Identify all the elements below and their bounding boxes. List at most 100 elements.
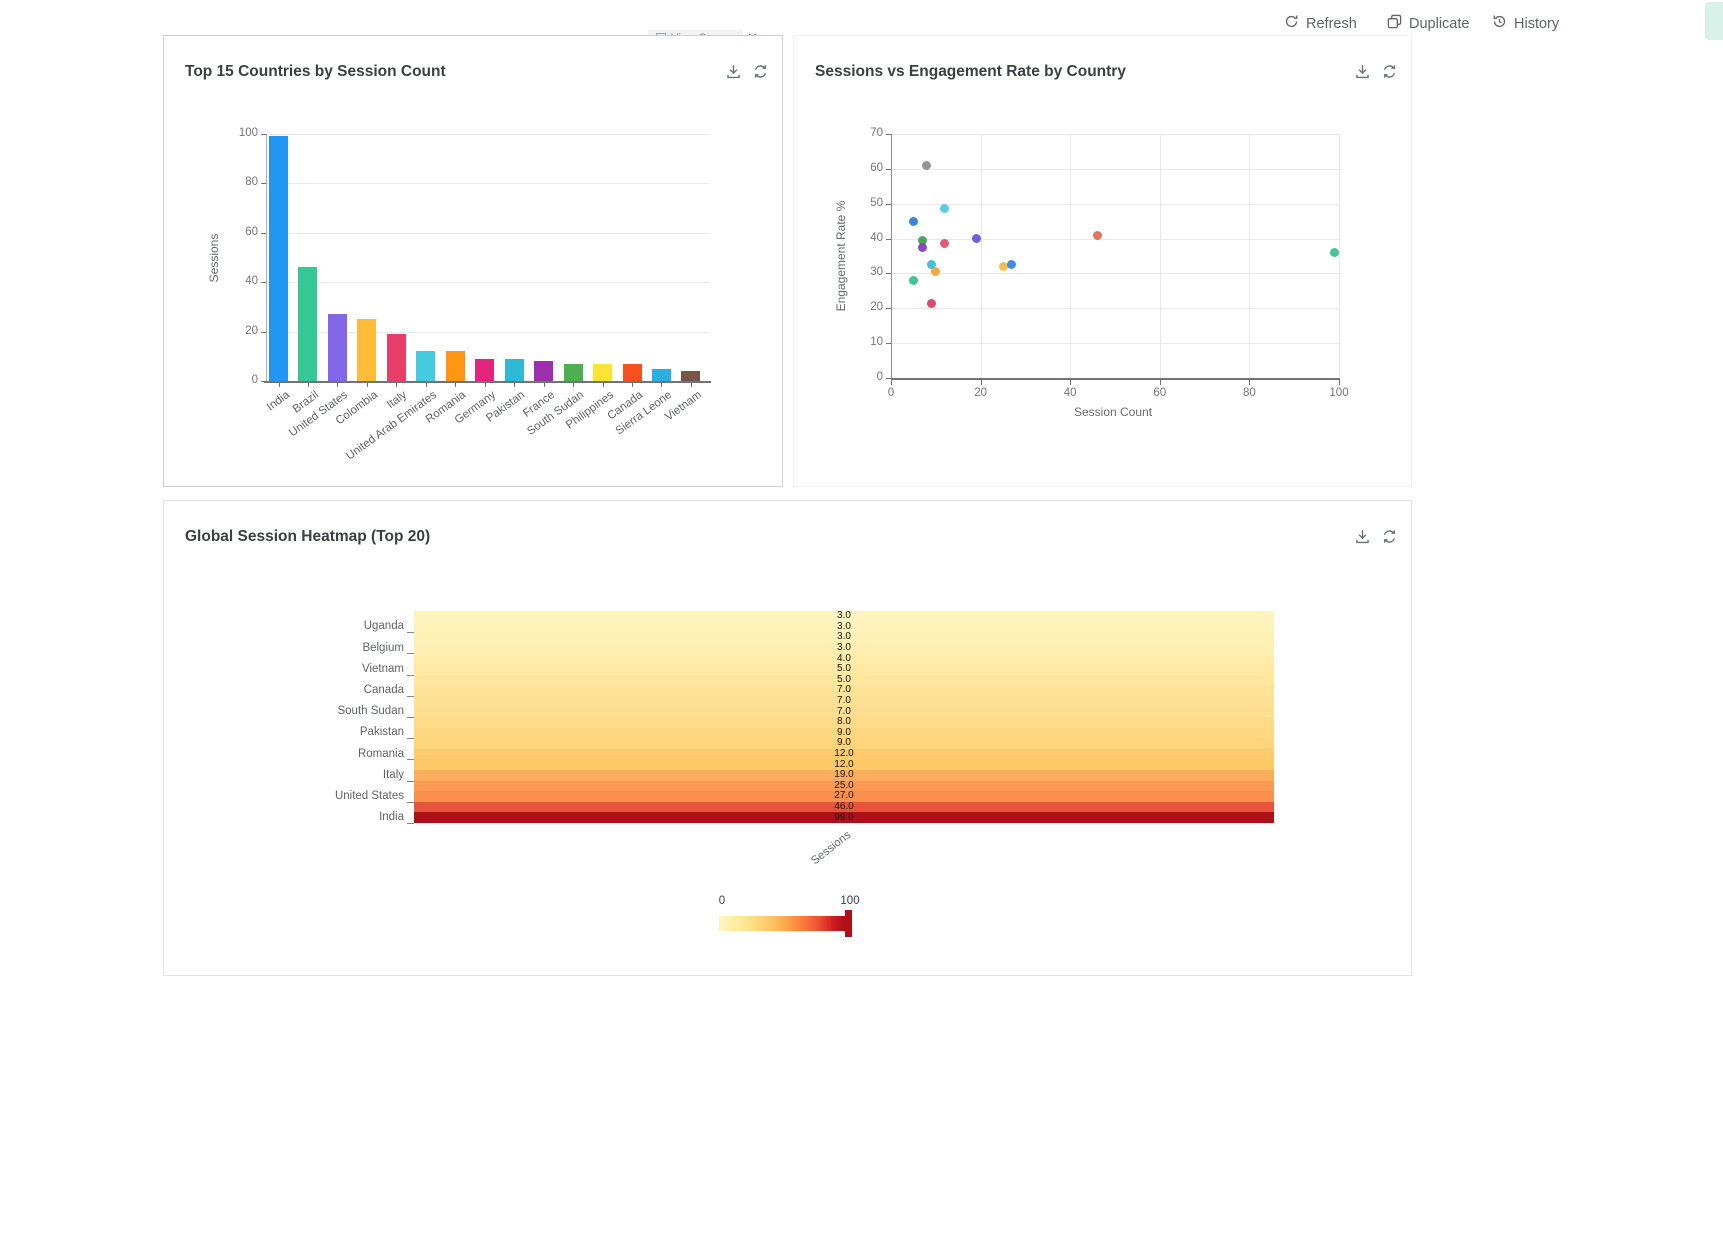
heatmap-row-tick: [407, 823, 414, 824]
heatmap-cell-value: 46.0: [834, 801, 854, 812]
x-tick-label: 20: [974, 387, 987, 399]
refresh-label: Refresh: [1306, 15, 1357, 32]
heatmap-row: [414, 674, 1274, 686]
colorbar-max-label: 100: [840, 895, 860, 907]
download-icon[interactable]: [1354, 63, 1371, 80]
gridline: [264, 232, 709, 234]
y-tick-label: 40: [245, 275, 258, 288]
gridline: [891, 308, 1339, 310]
left-spine: [891, 134, 892, 378]
y-tick-mark: [261, 331, 266, 333]
y-tick-label: 20: [245, 324, 258, 337]
heatmap-cell-value: 27.0: [834, 790, 854, 802]
gridline: [891, 238, 1339, 240]
bar-canada: [622, 363, 642, 381]
bar-south-sudan: [563, 363, 583, 381]
x-tick-mark: [514, 383, 516, 387]
bar-france: [534, 361, 554, 381]
bar-united-arab-emirates: [416, 351, 436, 381]
bar-romania: [445, 351, 465, 381]
save-button-partial[interactable]: [1705, 2, 1723, 40]
bar-india: [269, 136, 288, 381]
heatmap-row: [414, 727, 1274, 739]
gridline: [891, 273, 1339, 275]
bar-colombia: [357, 319, 377, 381]
heatmap-row-tick: [407, 801, 414, 803]
heatmap-cell-value: 5.0: [837, 673, 851, 685]
y-tick-mark: [261, 381, 266, 382]
heatmap-cell-value: 9.0: [837, 737, 851, 749]
scatter-point: [1330, 248, 1340, 257]
heatmap-cell-value: 3.0: [837, 610, 851, 622]
x-tick-mark: [891, 380, 892, 385]
heatmap-plot-area: 3.0 3.0 Uganda 3.0 3.0 Belgium 4.0 5.0 Vietnam 5.…: [164, 501, 1411, 975]
heatmap-row-tick: [407, 717, 414, 718]
y-tick-mark: [886, 308, 891, 310]
x-tick-mark: [543, 383, 545, 387]
duplicate-label: Duplicate: [1409, 15, 1470, 32]
scatter-point: [926, 260, 936, 270]
y-tick-label: 60: [870, 161, 883, 174]
colorbar-min-label: 0: [718, 895, 726, 907]
heatmap-row: [414, 791, 1274, 803]
y-tick-mark: [886, 168, 891, 170]
x-tick-mark: [661, 383, 663, 387]
bar-chart-card: Top 15 Countries by Session Count Sessio…: [163, 35, 783, 487]
x-tick-mark: [307, 383, 309, 387]
bar-united-states: [327, 314, 347, 381]
scatter-point: [998, 261, 1008, 271]
y-tick-mark: [261, 183, 266, 185]
x-tick-mark: [455, 383, 457, 387]
refresh-chart-icon[interactable]: [1381, 528, 1398, 545]
heatmap-row-label: Uganda: [363, 620, 404, 633]
download-icon[interactable]: [1354, 528, 1371, 545]
y-tick-label: 0: [251, 374, 258, 386]
x-tick-mark: [337, 383, 339, 387]
gridline: [891, 134, 1339, 135]
gridline: [264, 331, 709, 333]
bar-chart-title: Top 15 Countries by Session Count: [185, 63, 446, 80]
bar-germany: [475, 358, 495, 381]
heatmap-cell-value: 7.0: [837, 684, 851, 696]
scatter-x-axis-label: Session Count: [1073, 405, 1153, 419]
y-tick-mark: [886, 238, 891, 240]
bar-philippines: [593, 363, 613, 381]
gridline: [264, 134, 709, 135]
y-tick-mark: [886, 378, 891, 379]
x-axis-line: [264, 381, 711, 383]
heatmap-row: [414, 801, 1274, 813]
left-spine: [266, 134, 267, 381]
scatter-point: [908, 275, 918, 285]
heatmap-row-tick: [407, 674, 414, 676]
heatmap-cell-value: 3.0: [837, 631, 851, 643]
refresh-button[interactable]: Refresh: [1278, 13, 1363, 34]
download-icon[interactable]: [725, 63, 742, 80]
refresh-chart-icon[interactable]: [752, 63, 769, 80]
y-tick-mark: [886, 273, 891, 275]
refresh-chart-icon[interactable]: [1381, 63, 1398, 80]
x-tick-mark: [1249, 380, 1251, 385]
heatmap-row: [414, 685, 1274, 697]
scatter-point: [1007, 260, 1017, 270]
bar-vietnam: [681, 371, 701, 381]
y-tick-label: 0: [876, 371, 883, 383]
heatmap-cell-value: 19.0: [834, 769, 854, 781]
x-tick-mark: [278, 383, 280, 387]
scatter-point: [931, 267, 941, 277]
refresh-icon: [1284, 14, 1299, 33]
y-tick-mark: [261, 282, 266, 284]
heatmap-cell-value: 12.0: [834, 748, 854, 759]
duplicate-button[interactable]: Duplicate: [1381, 13, 1475, 34]
gridline: [891, 168, 1339, 170]
heatmap-row: [414, 695, 1274, 707]
x-tick-mark: [1070, 380, 1072, 385]
heatmap-row-tick: [407, 695, 414, 697]
x-tick-label: 100: [1329, 387, 1349, 399]
heatmap-cell-value: 12.0: [834, 758, 854, 770]
heatmap-row: [414, 621, 1274, 633]
history-button[interactable]: History: [1486, 13, 1565, 34]
gridline: [264, 282, 709, 284]
x-tick-mark: [1159, 380, 1161, 385]
bar-italy: [386, 334, 406, 381]
heatmap-cell-value: 4.0: [837, 652, 851, 664]
